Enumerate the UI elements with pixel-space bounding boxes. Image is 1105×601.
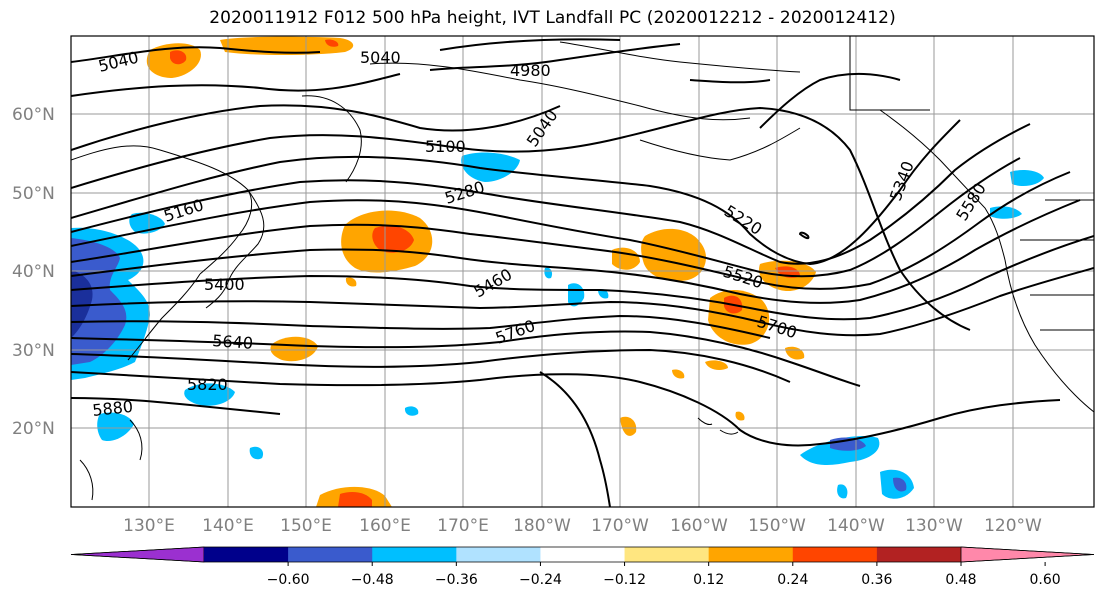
colorbar-tick-label: −0.12 [603, 572, 646, 588]
colorbar-tick-label: 0.24 [777, 572, 808, 588]
map-frame [70, 35, 1095, 508]
latitude-labels: 60°N 50°N 40°N 30°N 20°N [12, 105, 55, 439]
lon-label: 140°E [202, 516, 254, 536]
colorbar-tick-label: −0.24 [519, 572, 562, 588]
contour-label: 5880 [91, 397, 133, 420]
colorbar-segment [288, 547, 373, 562]
colorbar-extend-max [960, 546, 1095, 563]
colorbar-segment [876, 547, 962, 562]
colorbar-tick-label: 0.12 [693, 572, 724, 588]
colorbar-tick-label: 0.36 [861, 572, 892, 588]
contour-label: 5100 [425, 137, 466, 156]
colorbar-segment [540, 547, 626, 562]
ivt-positive-shading [146, 36, 816, 507]
lon-label: 150°E [280, 516, 332, 536]
lat-label: 20°N [12, 419, 55, 439]
lon-label: 170°W [591, 516, 649, 536]
lon-label: 150°W [748, 516, 806, 536]
colorbar-tick-label: 0.60 [1030, 572, 1061, 588]
map-title: 2020011912 F012 500 hPa height, IVT Land… [209, 8, 896, 28]
height-contours [71, 38, 1094, 507]
colorbar-segment [792, 547, 878, 562]
longitude-labels: 130°E 140°E 150°E 160°E 170°E 180°W 170°… [123, 516, 1042, 536]
ivt-negative-shading [71, 152, 1044, 499]
contour-label: 5640 [212, 331, 254, 353]
colorbar-segment [456, 547, 541, 562]
colorbar: −0.60 −0.48 −0.36 −0.24 −0.12 0.12 0.24 0.36 0.4… [70, 546, 1095, 588]
contour-label: 5040 [360, 48, 401, 67]
lat-label: 60°N [12, 105, 55, 125]
lon-label: 130°E [123, 516, 175, 536]
colorbar-outline [70, 546, 1095, 563]
lon-label: 140°W [827, 516, 885, 536]
colorbar-segment [372, 547, 457, 562]
lon-label: 130°W [905, 516, 963, 536]
lat-label: 40°N [12, 262, 55, 282]
colorbar-tick-label: −0.36 [435, 572, 478, 588]
colorbar-tick-label: −0.60 [267, 572, 310, 588]
lon-label: 170°E [437, 516, 489, 536]
lat-label: 30°N [12, 341, 55, 361]
lon-label: 160°W [670, 516, 728, 536]
lon-label: 160°E [359, 516, 411, 536]
lon-label: 180°W [513, 516, 571, 536]
colorbar-segment [624, 547, 710, 562]
colorbar-tick-label: 0.48 [945, 572, 976, 588]
colorbar-extend-min [70, 546, 205, 563]
colorbar-segment [204, 547, 289, 562]
contour-label: 5400 [204, 275, 245, 294]
contour-label: 5820 [187, 375, 228, 394]
colorbar-segment [708, 547, 794, 562]
lon-label: 120°W [984, 516, 1042, 536]
lat-label: 50°N [12, 184, 55, 204]
contour-label: 4980 [510, 61, 551, 80]
colorbar-tick-label: −0.48 [351, 572, 394, 588]
